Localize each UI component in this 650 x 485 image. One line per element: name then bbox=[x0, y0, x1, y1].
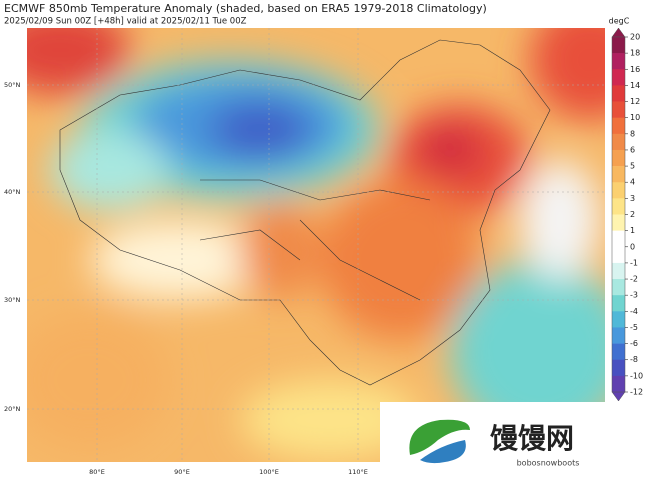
colorbar-tick-label: 6 bbox=[630, 145, 635, 154]
colorbar-segment bbox=[612, 53, 625, 70]
colorbar: degC 20181614121086543210-1-2-3-4-5-6-8-… bbox=[609, 17, 643, 402]
colorbar-segment bbox=[612, 279, 625, 296]
colorbar-segment bbox=[612, 311, 625, 328]
lat-label: 50°N bbox=[4, 81, 21, 89]
colorbar-segment bbox=[612, 359, 625, 377]
colorbar-segment bbox=[612, 117, 625, 135]
colorbar-segment bbox=[612, 214, 625, 231]
watermark-url: bobosnowboots bbox=[517, 459, 580, 468]
colorbar-tick-label: 14 bbox=[630, 81, 640, 90]
lat-labels: 50°N 40°N 30°N 20°N bbox=[4, 81, 21, 413]
colorbar-tick-label: 8 bbox=[630, 129, 635, 138]
colorbar-tick-label: 18 bbox=[630, 49, 640, 58]
colorbar-extend bbox=[611, 27, 626, 38]
colorbar-segment bbox=[612, 37, 625, 54]
colorbar-segment bbox=[612, 198, 625, 215]
lon-label: 80°E bbox=[89, 468, 105, 476]
map-title: ECMWF 850mb Temperature Anomaly (shaded,… bbox=[4, 2, 487, 15]
colorbar-tick-label: 3 bbox=[630, 194, 635, 203]
colorbar-segment bbox=[612, 327, 625, 344]
colorbar-tick-label: 2 bbox=[630, 210, 635, 219]
lon-label: 100°E bbox=[259, 468, 279, 476]
colorbar-segment bbox=[612, 246, 625, 264]
colorbar-tick-label: 16 bbox=[630, 65, 640, 74]
colorbar-tick-label: -12 bbox=[630, 388, 643, 397]
colorbar-tick-label: -8 bbox=[630, 355, 638, 364]
colorbar-segment bbox=[612, 182, 625, 199]
colorbar-tick-label: -3 bbox=[630, 291, 638, 300]
map-subtitle: 2025/02/09 Sun 00Z [+48h] valid at 2025/… bbox=[4, 17, 247, 27]
lat-label: 20°N bbox=[4, 405, 21, 413]
lat-label: 40°N bbox=[4, 188, 21, 196]
colorbar-segment bbox=[612, 295, 625, 312]
colorbar-extend bbox=[611, 391, 626, 402]
colorbar-tick-label: 5 bbox=[630, 162, 635, 171]
colorbar-tick-label: -1 bbox=[630, 258, 638, 267]
lat-label: 30°N bbox=[4, 296, 21, 304]
colorbar-segment bbox=[612, 149, 625, 167]
colorbar-tick-label: -2 bbox=[630, 275, 638, 284]
colorbar-segment bbox=[612, 69, 625, 86]
colorbar-unit: degC bbox=[609, 17, 630, 26]
colorbar-tick-label: -4 bbox=[630, 307, 638, 316]
colorbar-tick-label: -10 bbox=[630, 371, 643, 380]
colorbar-tick-label: 10 bbox=[630, 113, 640, 122]
colorbar-segment bbox=[612, 85, 625, 102]
colorbar-tick-label: 1 bbox=[630, 226, 635, 235]
watermark-name: 馒馒网 bbox=[490, 422, 574, 455]
colorbar-segment bbox=[612, 166, 625, 183]
colorbar-tick-label: 0 bbox=[630, 242, 635, 251]
colorbar-segment bbox=[612, 375, 625, 393]
lon-label: 90°E bbox=[174, 468, 190, 476]
colorbar-tick-label: 4 bbox=[630, 178, 635, 187]
colorbar-segment bbox=[612, 262, 625, 280]
watermark: 馒馒网 bobosnowboots bbox=[380, 402, 605, 481]
colorbar-segment bbox=[612, 343, 625, 361]
lon-label: 110°E bbox=[348, 468, 368, 476]
colorbar-segment bbox=[612, 133, 625, 151]
lon-labels: 80°E 90°E 100°E 110°E bbox=[89, 468, 368, 476]
colorbar-tick-label: -6 bbox=[630, 339, 638, 348]
colorbar-tick-label: 12 bbox=[630, 97, 640, 106]
colorbar-tick-label: 20 bbox=[630, 33, 640, 42]
map-field bbox=[27, 28, 605, 462]
colorbar-segment bbox=[612, 230, 625, 248]
colorbar-tick-label: -5 bbox=[630, 323, 638, 332]
colorbar-segment bbox=[612, 101, 625, 118]
